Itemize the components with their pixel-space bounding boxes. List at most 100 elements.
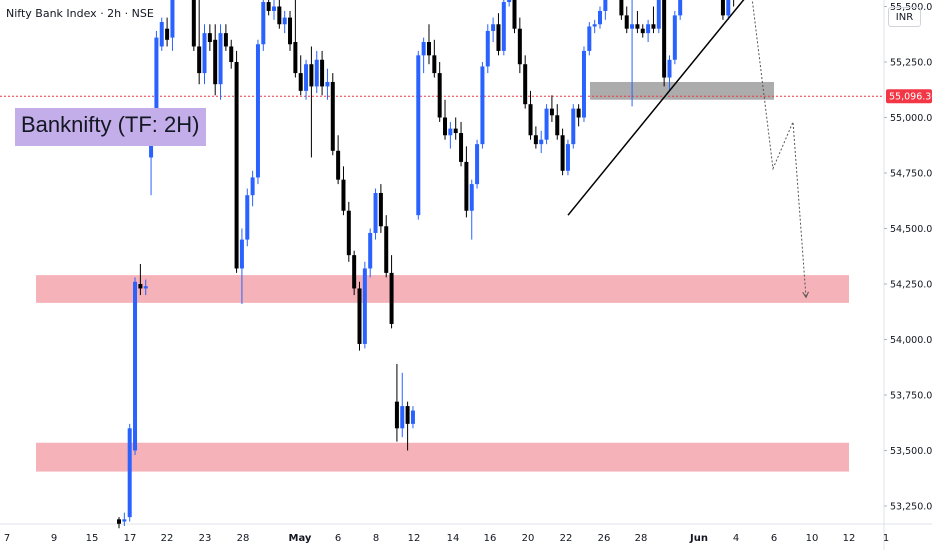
y-tick-label: 54,500.00 (890, 224, 932, 235)
candle-body (261, 2, 266, 45)
candle-body (165, 28, 170, 40)
candle-body (533, 135, 538, 145)
candle-body (277, 6, 282, 25)
candle-body (320, 59, 325, 87)
candle-body (587, 26, 592, 51)
candle-body (218, 33, 223, 85)
candle-body (555, 115, 560, 136)
y-tick-label: 54,250.00 (890, 280, 932, 291)
candle-body (416, 55, 421, 216)
candle-body (619, 0, 624, 16)
candle-body (405, 406, 410, 424)
x-tick-label: 6 (335, 533, 341, 544)
candle-body (528, 104, 533, 136)
y-tick-label: 53,750.00 (890, 391, 932, 402)
x-tick-label: 7 (4, 533, 10, 544)
x-tick-label: 6 (771, 533, 777, 544)
candle-body (357, 288, 362, 344)
candle-body (234, 62, 239, 269)
candle-body (325, 81, 330, 87)
candle-body (330, 81, 335, 151)
x-tick-label: 8 (373, 533, 379, 544)
x-tick-label: 26 (598, 533, 611, 544)
candle-body (592, 24, 597, 27)
candle-body (512, 0, 517, 29)
candle-body (229, 46, 234, 62)
candle-body (282, 17, 287, 25)
candle-body (255, 44, 260, 178)
candle-body (501, 2, 506, 51)
price-label-bg (886, 89, 932, 104)
candle-body (437, 73, 442, 118)
candle-body (373, 192, 378, 233)
candle-body (598, 10, 603, 25)
candle-body (656, 0, 661, 29)
candle-body (271, 6, 276, 11)
candle-body (726, 0, 731, 16)
candle-body (133, 281, 138, 451)
candle-body (678, 0, 683, 16)
candle-body (448, 128, 453, 136)
candle-body (159, 22, 164, 47)
x-tick-label: May (289, 533, 312, 544)
candle-body (640, 28, 645, 34)
candle-body (117, 519, 121, 524)
candle-body (581, 50, 586, 118)
candle-body (298, 73, 303, 91)
candle-body (646, 24, 651, 34)
candle-body (549, 108, 554, 116)
candle-body (389, 272, 394, 324)
currency-button[interactable]: INR (888, 7, 921, 27)
x-tick-label: 22 (560, 533, 573, 544)
annotation-box (15, 108, 206, 146)
candle-body (469, 184, 474, 211)
candle-body (266, 2, 271, 11)
candle-body (426, 42, 431, 56)
x-tick-label: 14 (447, 533, 460, 544)
candle-body (496, 24, 501, 51)
candle-body (630, 24, 635, 29)
candle-body (239, 239, 244, 269)
candle-body (480, 66, 485, 145)
candle-body (720, 0, 725, 16)
candle-body (352, 255, 357, 289)
candle-body (304, 64, 309, 91)
y-tick-label: 55,250.00 (890, 58, 932, 69)
candle-body (565, 144, 570, 171)
candle-body (127, 428, 132, 518)
candle-body (560, 135, 565, 171)
x-tick-label: 23 (199, 533, 212, 544)
x-tick-label: 1 (883, 533, 889, 544)
candle-body (309, 64, 314, 87)
candle-body (213, 39, 218, 85)
candle-body (362, 268, 367, 344)
candle-body (207, 33, 212, 43)
x-tick-label: 12 (843, 533, 856, 544)
candle-body (459, 133, 464, 162)
y-tick-label: 54,750.00 (890, 169, 932, 180)
candle-body (346, 210, 351, 256)
candle-body (288, 17, 293, 45)
candle-body (571, 108, 576, 145)
candle-body (667, 59, 672, 78)
candle-body (517, 28, 522, 65)
candle-body (341, 179, 346, 211)
candle-body (245, 195, 250, 240)
candle-body (576, 108, 581, 118)
y-tick-label: 55,000.00 (890, 113, 932, 124)
candle-body (384, 226, 389, 273)
y-tick-label: 53,250.00 (890, 502, 932, 513)
annotation-label: Banknifty (TF: 2H) (21, 112, 200, 137)
candle-body (635, 24, 640, 29)
candle-body (250, 177, 255, 196)
candle-body (662, 0, 667, 78)
x-tick-label: 22 (161, 533, 174, 544)
candle-body (170, 0, 175, 38)
x-tick-label: Jun (689, 533, 708, 544)
candle-body (464, 161, 469, 211)
candle-body (154, 37, 159, 129)
candle-body (410, 410, 415, 424)
candle-body (400, 406, 405, 429)
candle-body (223, 33, 228, 47)
